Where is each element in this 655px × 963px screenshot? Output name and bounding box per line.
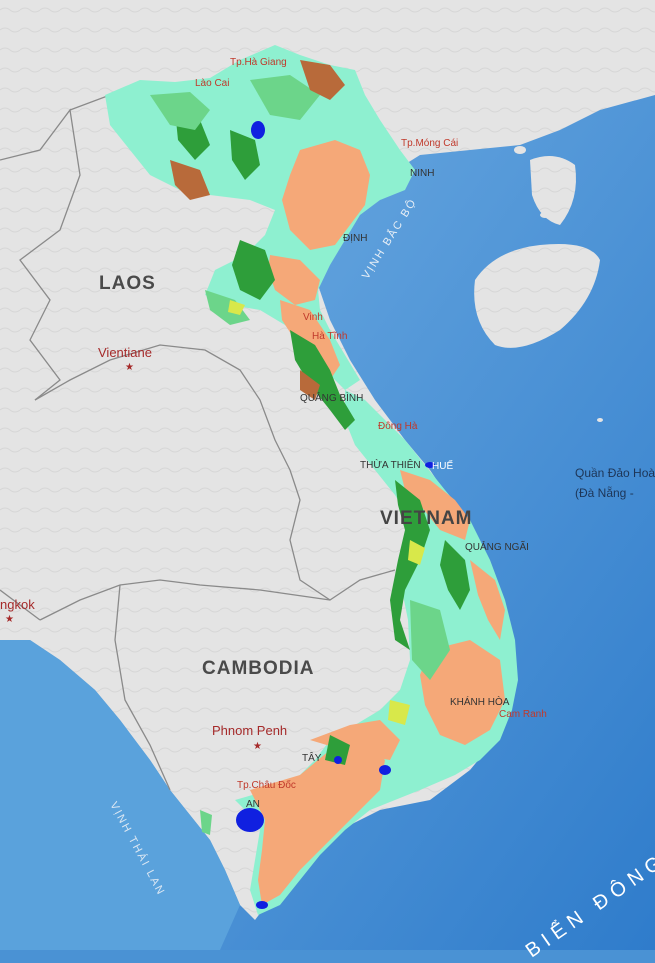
province-label-quang-binh: QUẢNG BÌNH	[300, 393, 364, 404]
city-label-chau-doc: Tp.Châu Đốc	[237, 780, 296, 791]
vietnam-landcover	[105, 45, 518, 915]
province-label-dinh: ĐỊNH	[343, 233, 368, 244]
city-label-hue: HUẾ	[432, 461, 454, 472]
hainan-island	[474, 244, 600, 348]
leizhou-peninsula	[530, 156, 576, 225]
city-label-lao-cai: Lào Cai	[195, 78, 230, 89]
phu-quoc-island	[200, 810, 212, 835]
province-label-ninh: NINH	[410, 168, 435, 179]
country-label-vietnam: VIETNAM	[380, 508, 473, 529]
province-label-khanh-hoa: KHÁNH HÒA	[450, 697, 510, 708]
city-label-vientiane: Vientiane	[98, 345, 152, 360]
islands-label: Quần Đảo Hoàng Sa	[575, 466, 655, 480]
small-islands	[514, 146, 603, 422]
province-label-tay-ninh: TÂY	[302, 753, 322, 764]
capital-star-icon: ★	[5, 614, 14, 625]
capital-star-icon: ★	[125, 362, 134, 373]
city-label-vinh: Vinh	[303, 312, 323, 323]
city-label-tp-ha-giang: Tp.Hà Giang	[230, 57, 287, 68]
province-label-thua-thien: THỪA THIÊN	[360, 460, 421, 471]
city-label-bangkok: ngkok	[0, 597, 35, 612]
gulf-thailand	[0, 640, 240, 950]
mekong-delta	[250, 740, 385, 905]
city-label-mong-cai: Tp.Móng Cái	[401, 138, 459, 149]
islands-sublabel: (Đà Nẵng -	[575, 486, 634, 500]
city-label-cam-ranh: Cam Ranh	[499, 709, 547, 720]
country-label-laos: LAOS	[99, 273, 156, 294]
city-label-dong-ha: Đông Hà	[378, 421, 418, 432]
capital-star-icon: ★	[253, 741, 262, 752]
city-label-phnom-penh: Phnom Penh	[212, 723, 288, 738]
red-river-delta	[282, 140, 370, 250]
province-label-an-giang: AN	[246, 799, 260, 810]
country-label-cambodia: CAMBODIA	[202, 658, 315, 679]
province-label-quang-ngai: QUẢNG NGÃI	[465, 542, 529, 553]
city-label-ha-tinh: Hà Tĩnh	[312, 331, 348, 342]
